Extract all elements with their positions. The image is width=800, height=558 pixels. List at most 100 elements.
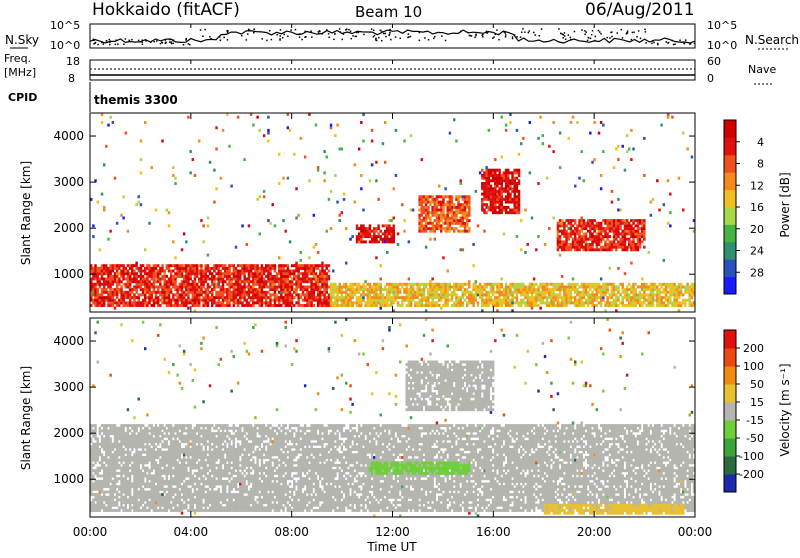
- heatmap-cell: [326, 264, 328, 267]
- heatmap-cell: [202, 301, 204, 304]
- heatmap-cell: [531, 301, 533, 304]
- heatmap-cell: [466, 283, 468, 286]
- heatmap-cell: [122, 427, 124, 430]
- heatmap-cell: [587, 222, 589, 225]
- heatmap-cell: [135, 283, 137, 286]
- heatmap-cell: [278, 182, 280, 185]
- heatmap-cell: [218, 270, 220, 273]
- heatmap-cell: [598, 291, 600, 294]
- heatmap-cell: [241, 272, 243, 275]
- heatmap-cell: [187, 291, 189, 294]
- heatmap-cell: [561, 224, 563, 227]
- heatmap-cell: [105, 467, 107, 470]
- heatmap-cell: [449, 224, 451, 227]
- heatmap-cell: [135, 301, 137, 304]
- heatmap-cell: [364, 280, 366, 283]
- heatmap-cell: [505, 182, 507, 185]
- heatmap-cell: [641, 235, 643, 238]
- heatmap-cell: [548, 291, 550, 294]
- heatmap-cell: [427, 211, 429, 214]
- heatmap-cell: [429, 288, 431, 291]
- heatmap-cell: [600, 174, 602, 177]
- heatmap-cell: [120, 472, 122, 475]
- heatmap-cell: [360, 187, 362, 190]
- heatmap-cell: [105, 448, 107, 451]
- heatmap-cell: [622, 248, 624, 251]
- heatmap-cell: [501, 283, 503, 286]
- heatmap-cell: [375, 296, 377, 299]
- heatmap-cell: [371, 235, 373, 238]
- heatmap-cell: [449, 203, 451, 206]
- heatmap-cell: [533, 288, 535, 291]
- heatmap-cell: [347, 299, 349, 302]
- heatmap-cell: [531, 217, 533, 220]
- heatmap-cell: [107, 440, 109, 443]
- heatmap-cell: [246, 301, 248, 304]
- heatmap-cell: [457, 304, 459, 307]
- heatmap-cell: [501, 293, 503, 296]
- heatmap-cell: [267, 140, 269, 143]
- heatmap-cell: [133, 467, 135, 470]
- heatmap-cell: [287, 286, 289, 289]
- heatmap-cell: [660, 301, 662, 304]
- heatmap-cell: [496, 174, 498, 177]
- heatmap-cell: [280, 275, 282, 278]
- heatmap-cell: [127, 424, 129, 427]
- heatmap-cell: [282, 301, 284, 304]
- heatmap-cell: [360, 299, 362, 302]
- heatmap-cell: [99, 293, 101, 296]
- heatmap-cell: [524, 304, 526, 307]
- heatmap-cell: [323, 301, 325, 304]
- heatmap-cell: [261, 272, 263, 275]
- heatmap-cell: [496, 198, 498, 201]
- heatmap-cell: [561, 304, 563, 307]
- heatmap-cell: [671, 288, 673, 291]
- heatmap-cell: [503, 291, 505, 294]
- heatmap-cell: [218, 304, 220, 307]
- heatmap-cell: [466, 291, 468, 294]
- heatmap-cell: [587, 219, 589, 222]
- heatmap-cell: [507, 286, 509, 289]
- heatmap-cell: [131, 291, 133, 294]
- heatmap-cell: [103, 485, 105, 488]
- heatmap-cell: [310, 304, 312, 307]
- heatmap-cell: [436, 209, 438, 212]
- heatmap-cell: [619, 243, 621, 246]
- heatmap-cell: [287, 272, 289, 275]
- heatmap-cell: [488, 195, 490, 198]
- heatmap-cell: [622, 238, 624, 241]
- heatmap-cell: [423, 288, 425, 291]
- heatmap-cell: [418, 293, 420, 296]
- heatmap-cell: [507, 304, 509, 307]
- heatmap-cell: [501, 304, 503, 307]
- heatmap-cell: [326, 275, 328, 278]
- nsearch-point: [611, 36, 613, 38]
- heatmap-cell: [235, 246, 237, 249]
- heatmap-cell: [358, 288, 360, 291]
- heatmap-cell: [187, 307, 189, 310]
- heatmap-cell: [399, 283, 401, 286]
- heatmap-cell: [297, 280, 299, 283]
- nsearch-point: [185, 39, 187, 41]
- heatmap-cell: [272, 280, 274, 283]
- heatmap-cell: [591, 222, 593, 225]
- heatmap-cell: [423, 224, 425, 227]
- heatmap-cell: [367, 296, 369, 299]
- heatmap-cell: [492, 203, 494, 206]
- heatmap-cell: [457, 288, 459, 291]
- heatmap-cell: [505, 198, 507, 201]
- heatmap-cell: [557, 293, 559, 296]
- heatmap-cell: [561, 246, 563, 249]
- heatmap-cell: [622, 283, 624, 286]
- heatmap-cell: [555, 304, 557, 307]
- heatmap-cell: [202, 283, 204, 286]
- heatmap-cell: [196, 288, 198, 291]
- nsearch-point: [609, 37, 611, 39]
- heatmap-cell: [615, 296, 617, 299]
- heatmap-cell: [660, 299, 662, 302]
- heatmap-cell: [300, 264, 302, 267]
- heatmap-cell: [125, 267, 127, 270]
- heatmap-cell: [568, 246, 570, 249]
- nsearch-point: [653, 42, 655, 44]
- heatmap-cell: [330, 124, 332, 127]
